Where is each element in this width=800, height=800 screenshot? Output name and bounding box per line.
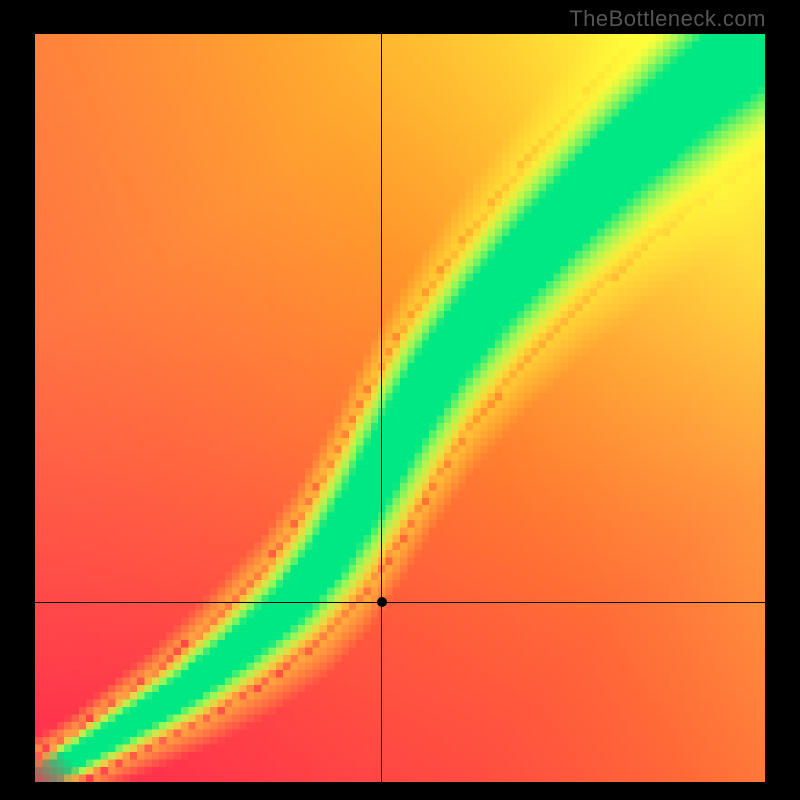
crosshair-vertical: [381, 34, 382, 782]
watermark-text: TheBottleneck.com: [569, 6, 766, 32]
chart-container: TheBottleneck.com: [0, 0, 800, 800]
crosshair-horizontal: [35, 602, 765, 603]
bottleneck-heatmap: [35, 34, 765, 782]
